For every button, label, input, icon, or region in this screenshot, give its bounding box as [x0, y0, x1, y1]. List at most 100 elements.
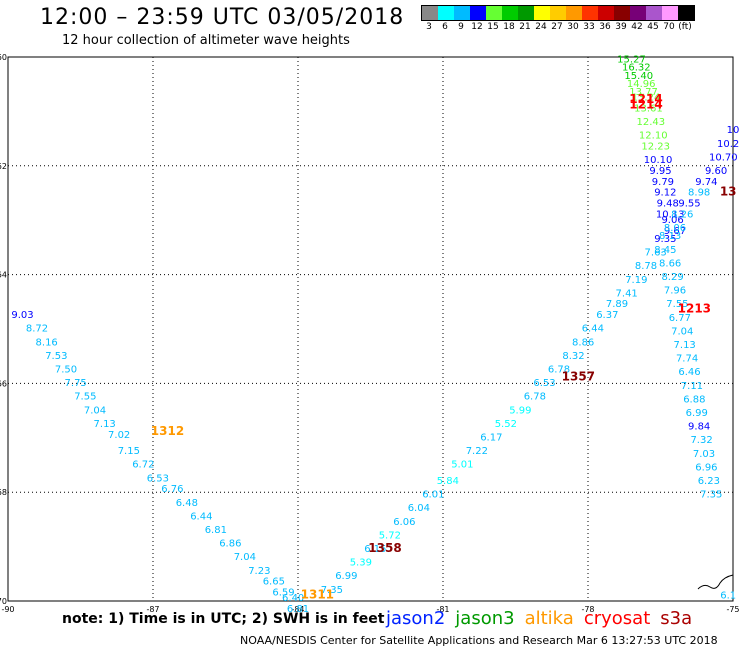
- data-point-label: 6.40: [282, 593, 304, 604]
- data-point-label: 9.03: [11, 310, 33, 321]
- legend-jason2: jason2: [386, 608, 446, 629]
- data-point-label: 6.48: [176, 498, 198, 509]
- y-tick-label: -64: [0, 271, 7, 280]
- data-point-label: 6.99: [335, 571, 357, 582]
- data-point-label: 8.72: [26, 324, 48, 335]
- data-point-label: 13.61: [634, 103, 663, 114]
- color-swatch: [486, 6, 502, 20]
- plot-frame: [7, 56, 734, 602]
- pass-time-label: 1214: [629, 92, 662, 106]
- data-point-label: 7.89: [606, 299, 628, 310]
- data-point-label: 7.75: [65, 378, 87, 389]
- data-point-label: 16.32: [622, 63, 651, 74]
- data-point-label: 5.39: [350, 558, 372, 569]
- color-swatch: [454, 6, 470, 20]
- color-scale-label: 45: [647, 22, 659, 32]
- color-swatch: [422, 6, 438, 20]
- y-tick-label: -62: [0, 162, 7, 171]
- data-point-label: 13.77: [629, 87, 658, 98]
- color-swatch: [630, 6, 646, 20]
- color-swatch: [646, 6, 662, 20]
- data-point-label: 7.50: [55, 365, 77, 376]
- note-text: note: 1) Time is in UTC; 2) SWH is in fe…: [62, 611, 385, 627]
- legend-cryosat: cryosat: [583, 608, 651, 629]
- data-point-label: 8.16: [36, 337, 58, 348]
- data-point-label: 5.84: [437, 476, 459, 487]
- data-point-label: 5.01: [451, 460, 473, 471]
- data-point-label: 13.24: [632, 93, 661, 104]
- data-point-label: 7.11: [681, 381, 703, 392]
- data-point-label: 6.99: [686, 408, 708, 419]
- data-point-label: 7.04: [84, 405, 106, 416]
- color-scale-label: 9: [458, 22, 464, 32]
- data-point-label: 7.02: [108, 430, 130, 441]
- color-swatch: [534, 6, 550, 20]
- credit-text: NOAA/NESDIS Center for Satellite Applica…: [240, 634, 718, 647]
- data-point-label: 6.59: [272, 588, 294, 599]
- data-point-label: 6.44: [582, 324, 604, 335]
- data-point-label: 8.98: [688, 188, 710, 199]
- color-swatch: [518, 6, 534, 20]
- pass-time-label: 1311: [301, 587, 334, 601]
- data-point-label: 6.72: [132, 460, 154, 471]
- satellite-legend: jason2 jason3 altika cryosat s3a: [386, 608, 702, 629]
- data-point-label: 7.23: [248, 566, 270, 577]
- data-point-label: 7.53: [45, 351, 67, 362]
- data-point-label: 7.35: [700, 490, 722, 501]
- data-point-label: 8.78: [635, 261, 657, 272]
- data-point-label: 8.29: [661, 272, 683, 283]
- y-tick-label: -60: [0, 53, 7, 62]
- data-point-label: 9.06: [661, 215, 683, 226]
- pass-time-label: 1312: [151, 424, 184, 438]
- data-point-label: 8.32: [562, 351, 584, 362]
- legend-altika: altika: [524, 608, 574, 629]
- data-point-label: 15.40: [624, 71, 653, 82]
- page-subtitle: 12 hour collection of altimeter wave hei…: [62, 33, 350, 48]
- color-swatch: [678, 6, 694, 20]
- color-scale-label: (ft): [678, 22, 692, 32]
- x-tick-label: -90: [1, 605, 14, 614]
- color-scale-label: 15: [487, 22, 499, 32]
- legend-s3a: s3a: [660, 608, 693, 629]
- data-point-label: 14.96: [627, 79, 656, 90]
- color-scale-labels: 3 6 9 12 15 18 21 24 27 30 33 36 39 42 45 70 (ft): [421, 22, 693, 32]
- color-scale-label: 36: [599, 22, 611, 32]
- color-scale-label: 21: [519, 22, 531, 32]
- x-tick-label: -81: [436, 605, 449, 614]
- pass-time-label: 13: [720, 185, 737, 199]
- data-point-label: 8.86: [572, 337, 594, 348]
- x-tick-label: -87: [146, 605, 159, 614]
- data-point-label: 7.22: [466, 446, 488, 457]
- data-point-label: 9.67: [664, 226, 686, 237]
- color-scale-label: 33: [583, 22, 595, 32]
- data-point-label: 12.10: [639, 131, 668, 142]
- x-tick-label: -78: [581, 605, 594, 614]
- data-point-label: 5.72: [379, 530, 401, 541]
- data-point-label: 8.13: [659, 231, 681, 242]
- color-swatch: [598, 6, 614, 20]
- color-scale-label: 12: [471, 22, 483, 32]
- data-point-label: 12.23: [641, 141, 670, 152]
- data-point-label: 12.43: [637, 117, 666, 128]
- data-point-label: 5.99: [509, 405, 531, 416]
- color-swatch: [614, 6, 630, 20]
- data-point-label: 6.04: [408, 503, 430, 514]
- data-point-label: 6.23: [698, 476, 720, 487]
- color-swatch: [550, 6, 566, 20]
- y-tick-label: -66: [0, 379, 7, 388]
- data-point-label: 7.04: [234, 552, 256, 563]
- data-point-label: 7.55: [74, 392, 96, 403]
- color-scale-label: 24: [535, 22, 547, 32]
- color-swatch: [502, 6, 518, 20]
- color-scale-label: 39: [615, 22, 627, 32]
- data-point-label: 9.35: [654, 234, 676, 245]
- data-point-label: 9.84: [688, 422, 710, 433]
- data-point-label: 9.74: [695, 177, 717, 188]
- data-point-label: 6.53: [147, 473, 169, 484]
- pass-time-label: 1358: [368, 541, 401, 555]
- data-point-label: 6.76: [161, 484, 183, 495]
- page-title: 12:00 – 23:59 UTC 03/05/2018: [40, 5, 405, 30]
- data-point-label: 8.26: [671, 209, 693, 220]
- color-scale-label: 30: [567, 22, 579, 32]
